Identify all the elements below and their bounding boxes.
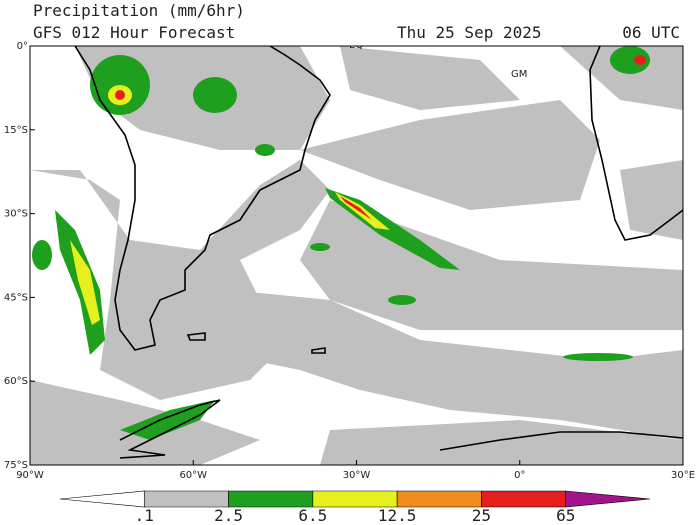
coastlines: [74, 46, 683, 459]
lon-label: 0°: [514, 470, 525, 481]
lat-label: 60°S: [4, 376, 28, 387]
lon-label: 60°W: [179, 470, 207, 481]
lat-label: 75°S: [4, 460, 28, 471]
lat-label: 45°S: [4, 292, 28, 303]
lon-label: 30°W: [343, 470, 371, 481]
colorbar-label: 2.5: [214, 506, 243, 525]
colorbar-label: 25: [472, 506, 491, 525]
colorbar-label: 6.5: [298, 506, 327, 525]
axes: 0° 15°S 30°S 45°S 60°S 75°S90°W 60°W 30°W 0° 30°E: [4, 41, 695, 481]
heavy-precip: [32, 46, 650, 440]
lat-label: 30°S: [4, 209, 28, 220]
equator-label: EQ: [349, 40, 363, 51]
colorbar-label: 12.5: [378, 506, 417, 525]
colorbar-segment: [228, 490, 314, 508]
date: Thu 25 Sep 2025: [397, 23, 542, 42]
lat-label: 0°: [17, 41, 28, 52]
colorbar-segment: [143, 490, 229, 508]
colorbar-segment: [396, 490, 482, 508]
subtitle: GFS 012 Hour Forecast: [33, 23, 235, 42]
colorbar-segment: [59, 490, 145, 508]
colorbar-label: 65: [556, 506, 575, 525]
lat-label: 15°S: [4, 125, 28, 136]
time: 06 UTC: [622, 23, 680, 42]
lon-label: 30°E: [671, 470, 695, 481]
meridian-label: GM: [511, 69, 527, 80]
colorbar-segment: [565, 490, 651, 508]
title: Precipitation (mm/6hr): [33, 1, 245, 20]
lon-label: 90°W: [16, 470, 44, 481]
colorbar-segment: [481, 490, 567, 508]
colorbar-segment: [312, 490, 398, 508]
colorbar-label: .1: [135, 506, 154, 525]
colorbar: .1 2.5 6.5 12.5 25 65: [59, 490, 651, 525]
map-area: EQ GM: [30, 40, 683, 465]
